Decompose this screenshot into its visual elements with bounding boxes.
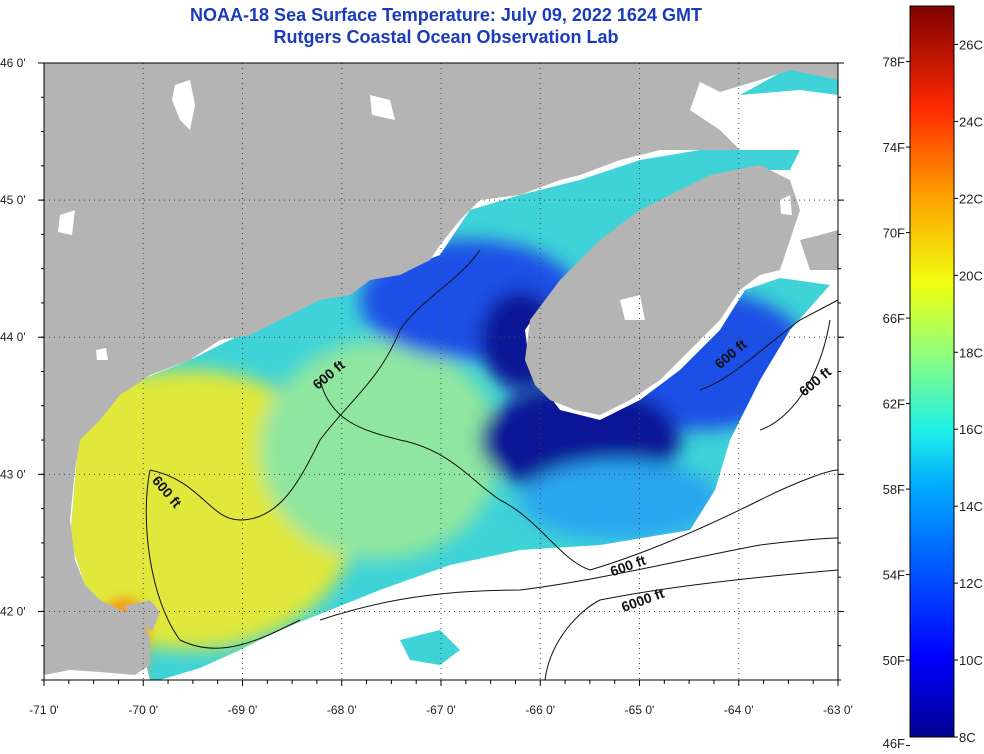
lake (58, 210, 75, 235)
title-line-2: Rutgers Coastal Ocean Observation Lab (273, 27, 619, 47)
colorbar-f-label: 70F (883, 226, 905, 241)
lat-tick-label: 44 0' (0, 330, 26, 344)
land-masses (44, 63, 838, 675)
contour-600ft (149, 249, 481, 521)
contour-600ft (699, 299, 838, 391)
island (96, 348, 108, 360)
contour-6000ft (319, 537, 838, 621)
colorbar-c-label: 12C (959, 576, 983, 591)
cape-cod (125, 600, 160, 632)
contour-600ft (589, 469, 838, 571)
lon-tick-label: -64 0' (724, 703, 754, 717)
mainland-new-england (44, 63, 838, 675)
colorbar-f-label: 54F (883, 568, 905, 583)
lon-tick-label: -68 0' (327, 703, 357, 717)
colorbar-f-label: 66F (883, 311, 905, 326)
sst-mid-patch (260, 340, 500, 560)
colorbar-f-label: 62F (883, 397, 905, 412)
lon-tick-label: -66 0' (525, 703, 555, 717)
colorbar: 78F 74F 70F 66F 62F 58F 54F 50F 46F 26C 24C 22C 20C… (883, 5, 983, 751)
lat-tick-label: 46 0' (0, 56, 26, 70)
lon-tick-label: -71 0' (29, 703, 59, 717)
title-line-1: NOAA-18 Sea Surface Temperature: July 09… (190, 5, 702, 25)
lat-tick-label: 43 0' (0, 467, 26, 481)
lake (620, 295, 645, 320)
contour-6000ft (544, 569, 838, 680)
colorbar-c-label: 10C (959, 653, 983, 668)
lon-tick-label: -70 0' (128, 703, 158, 717)
contour-600ft (145, 469, 301, 649)
lon-tick-label: -63 0' (823, 703, 853, 717)
cape-breton (800, 230, 838, 270)
bathymetry-contours (145, 249, 838, 680)
contour-600ft (759, 319, 831, 431)
lon-tick-label: -67 0' (426, 703, 456, 717)
colorbar-f-label: 46F (883, 736, 905, 751)
colorbar-gradient (909, 5, 955, 738)
colorbar-c-label: 14C (959, 499, 983, 514)
colorbar-f-label: 50F (883, 653, 905, 668)
colorbar-f-label: 74F (883, 140, 905, 155)
lon-tick-label: -69 0' (228, 703, 258, 717)
colorbar-c-label: 20C (959, 268, 983, 283)
map-axes: -71 0' -70 0' -69 0' -68 0' -67 0' -66 0' -65 … (0, 56, 853, 717)
colorbar-c-label: 22C (959, 191, 983, 206)
colorbar-f-label: 58F (883, 482, 905, 497)
lake (370, 95, 395, 120)
colorbar-c-label: 8C (959, 730, 976, 745)
lon-tick-label: -65 0' (625, 703, 655, 717)
colorbar-c-label: 16C (959, 422, 983, 437)
colorbar-celsius-labels: 26C 24C 22C 20C 18C 16C 14C 12C 10C 8C (954, 37, 983, 745)
sst-mid-patch-2 (520, 460, 720, 540)
colorbar-c-label: 26C (959, 37, 983, 52)
lat-tick-label: 45 0' (0, 193, 26, 207)
colorbar-f-label: 78F (883, 55, 905, 70)
lat-tick-label: 42 0' (0, 604, 26, 618)
nova-scotia (525, 165, 800, 415)
colorbar-fahrenheit-labels: 78F 74F 70F 66F 62F 58F 54F 50F 46F (883, 55, 910, 751)
contour-600ft (319, 379, 591, 571)
map-title: NOAA-18 Sea Surface Temperature: July 09… (44, 4, 848, 48)
colorbar-c-label: 24C (959, 114, 983, 129)
colorbar-c-label: 18C (959, 345, 983, 360)
lake (172, 80, 195, 130)
